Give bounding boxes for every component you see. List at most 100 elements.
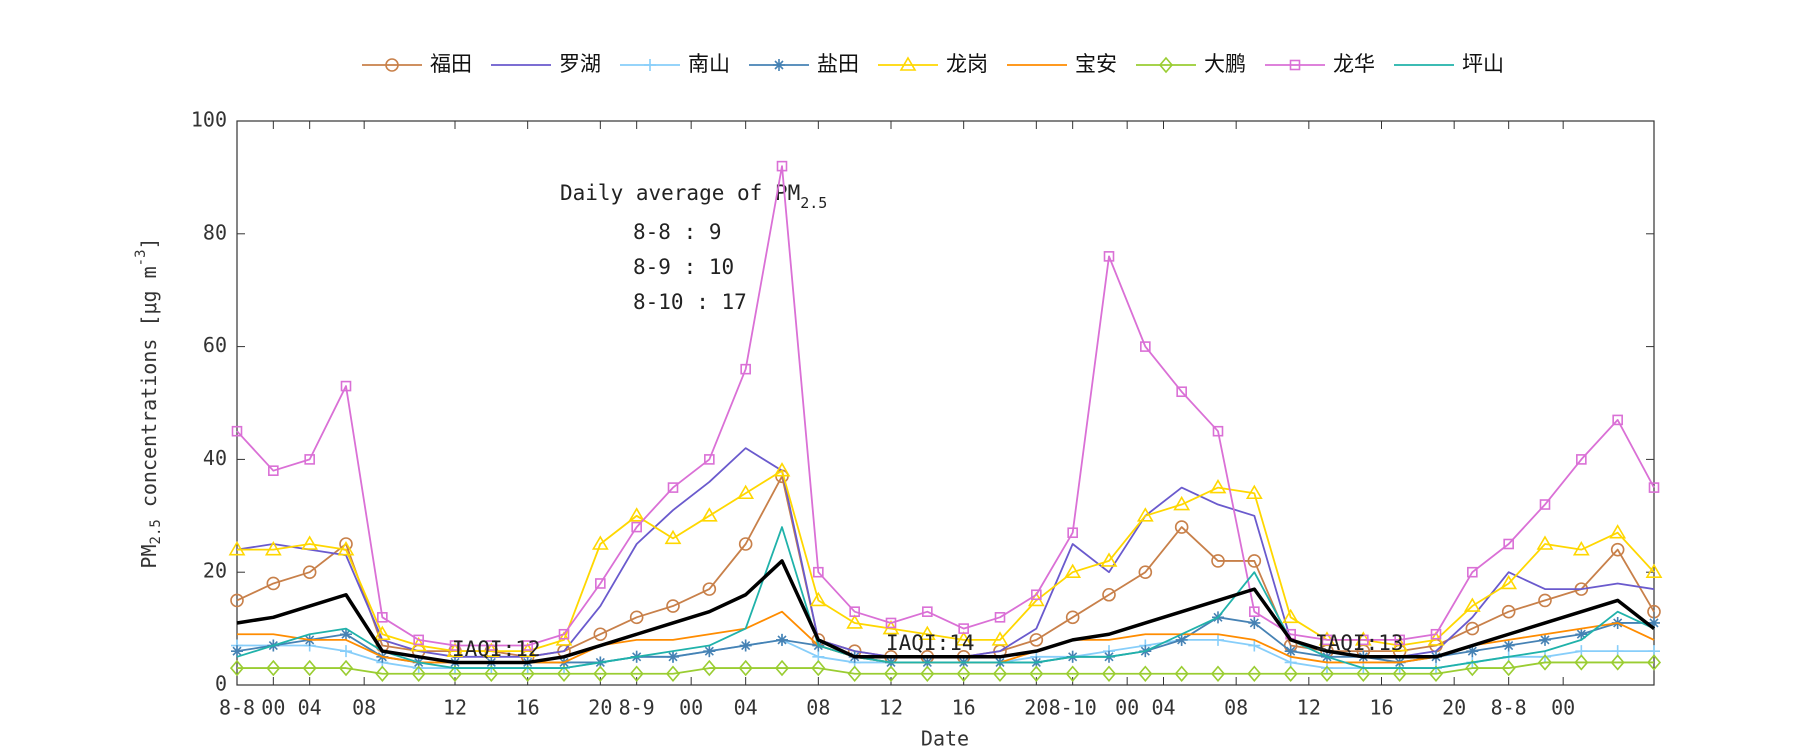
x-tick-label: 08 bbox=[352, 696, 376, 720]
x-tick-label: 08 bbox=[1224, 696, 1248, 720]
marker bbox=[1537, 654, 1553, 671]
x-tick-label: 00 bbox=[679, 696, 703, 720]
legend-item: 盐田 bbox=[749, 52, 859, 76]
series-line bbox=[236, 165, 1655, 647]
legend-item: 宝安 bbox=[1007, 52, 1117, 76]
marker bbox=[956, 665, 971, 682]
marker bbox=[1539, 650, 1551, 663]
marker bbox=[667, 482, 679, 493]
marker bbox=[1140, 341, 1151, 352]
marker bbox=[484, 665, 499, 682]
legend-item: 福田 bbox=[362, 52, 472, 76]
y-label-sub: 2.5 bbox=[148, 519, 164, 544]
marker bbox=[1500, 574, 1518, 590]
marker bbox=[1031, 589, 1042, 601]
marker bbox=[1576, 454, 1587, 465]
y-tick-label: 40 bbox=[203, 446, 227, 470]
marker bbox=[813, 566, 824, 578]
marker bbox=[556, 665, 572, 682]
marker bbox=[1394, 634, 1405, 646]
marker bbox=[1539, 499, 1551, 510]
plot-frame bbox=[236, 120, 1655, 686]
marker bbox=[1609, 524, 1627, 539]
marker bbox=[302, 565, 317, 580]
marker bbox=[849, 606, 860, 617]
marker bbox=[776, 160, 788, 172]
marker bbox=[302, 659, 317, 677]
marker bbox=[1502, 639, 1515, 652]
y-label-part: concentrations [μg m bbox=[137, 266, 161, 519]
marker bbox=[1247, 665, 1262, 682]
marker bbox=[591, 535, 609, 550]
marker bbox=[664, 529, 682, 545]
marker bbox=[846, 614, 864, 629]
marker bbox=[377, 612, 388, 623]
marker bbox=[1282, 608, 1300, 624]
marker bbox=[1428, 665, 1444, 682]
marker bbox=[1174, 665, 1189, 682]
marker bbox=[1463, 597, 1481, 612]
marker bbox=[375, 665, 390, 682]
marker bbox=[231, 645, 243, 658]
marker bbox=[558, 628, 570, 640]
marker bbox=[230, 593, 244, 608]
legend-label: 福田 bbox=[430, 52, 472, 76]
iaqi-label: IAQI:13 bbox=[1315, 631, 1404, 655]
series-line bbox=[236, 526, 1655, 669]
marker bbox=[1467, 566, 1478, 578]
marker bbox=[1067, 527, 1078, 539]
marker bbox=[992, 665, 1008, 682]
x-tick-label: 04 bbox=[298, 696, 322, 720]
legend-label: 龙华 bbox=[1333, 52, 1375, 76]
marker bbox=[229, 659, 245, 677]
marker bbox=[264, 541, 282, 556]
marker bbox=[1173, 495, 1191, 511]
legend-label: 宝安 bbox=[1075, 52, 1117, 76]
marker bbox=[644, 59, 656, 71]
legend-label: 大鹏 bbox=[1204, 52, 1246, 76]
x-tick-label: 08 bbox=[806, 696, 830, 720]
marker bbox=[301, 535, 319, 550]
x-tick-label: 04 bbox=[734, 696, 758, 720]
marker bbox=[1648, 482, 1660, 493]
marker bbox=[667, 650, 679, 663]
marker bbox=[1249, 606, 1260, 617]
marker bbox=[773, 462, 791, 477]
marker bbox=[1319, 665, 1335, 682]
x-tick-label: 00 bbox=[1115, 696, 1139, 720]
y-tick-label: 0 bbox=[215, 672, 227, 696]
marker bbox=[1065, 665, 1080, 682]
marker bbox=[373, 625, 391, 641]
marker bbox=[1211, 554, 1225, 568]
marker bbox=[1100, 552, 1118, 567]
marker bbox=[1610, 654, 1625, 671]
marker bbox=[1430, 628, 1442, 640]
series-line bbox=[237, 661, 1654, 675]
x-tick-label: 20 bbox=[588, 696, 612, 720]
marker bbox=[268, 465, 279, 476]
marker bbox=[340, 380, 352, 392]
marker bbox=[520, 665, 535, 682]
marker bbox=[1503, 538, 1514, 550]
marker bbox=[739, 639, 752, 652]
marker bbox=[1029, 665, 1044, 682]
marker bbox=[1176, 386, 1187, 398]
marker bbox=[337, 541, 355, 556]
marker bbox=[629, 610, 644, 625]
marker bbox=[1101, 665, 1117, 682]
marker bbox=[1064, 563, 1082, 578]
marker bbox=[1289, 59, 1301, 71]
marker bbox=[920, 665, 935, 682]
legend-item: 南山 bbox=[620, 52, 730, 76]
marker bbox=[385, 58, 399, 72]
legend-label: 盐田 bbox=[817, 52, 859, 76]
x-tick-label: 16 bbox=[516, 696, 540, 720]
y-label-part: ] bbox=[137, 237, 161, 249]
marker bbox=[1136, 507, 1154, 522]
marker bbox=[1065, 610, 1080, 625]
marker bbox=[1029, 633, 1044, 647]
marker bbox=[1212, 425, 1224, 437]
marker bbox=[1610, 542, 1625, 557]
